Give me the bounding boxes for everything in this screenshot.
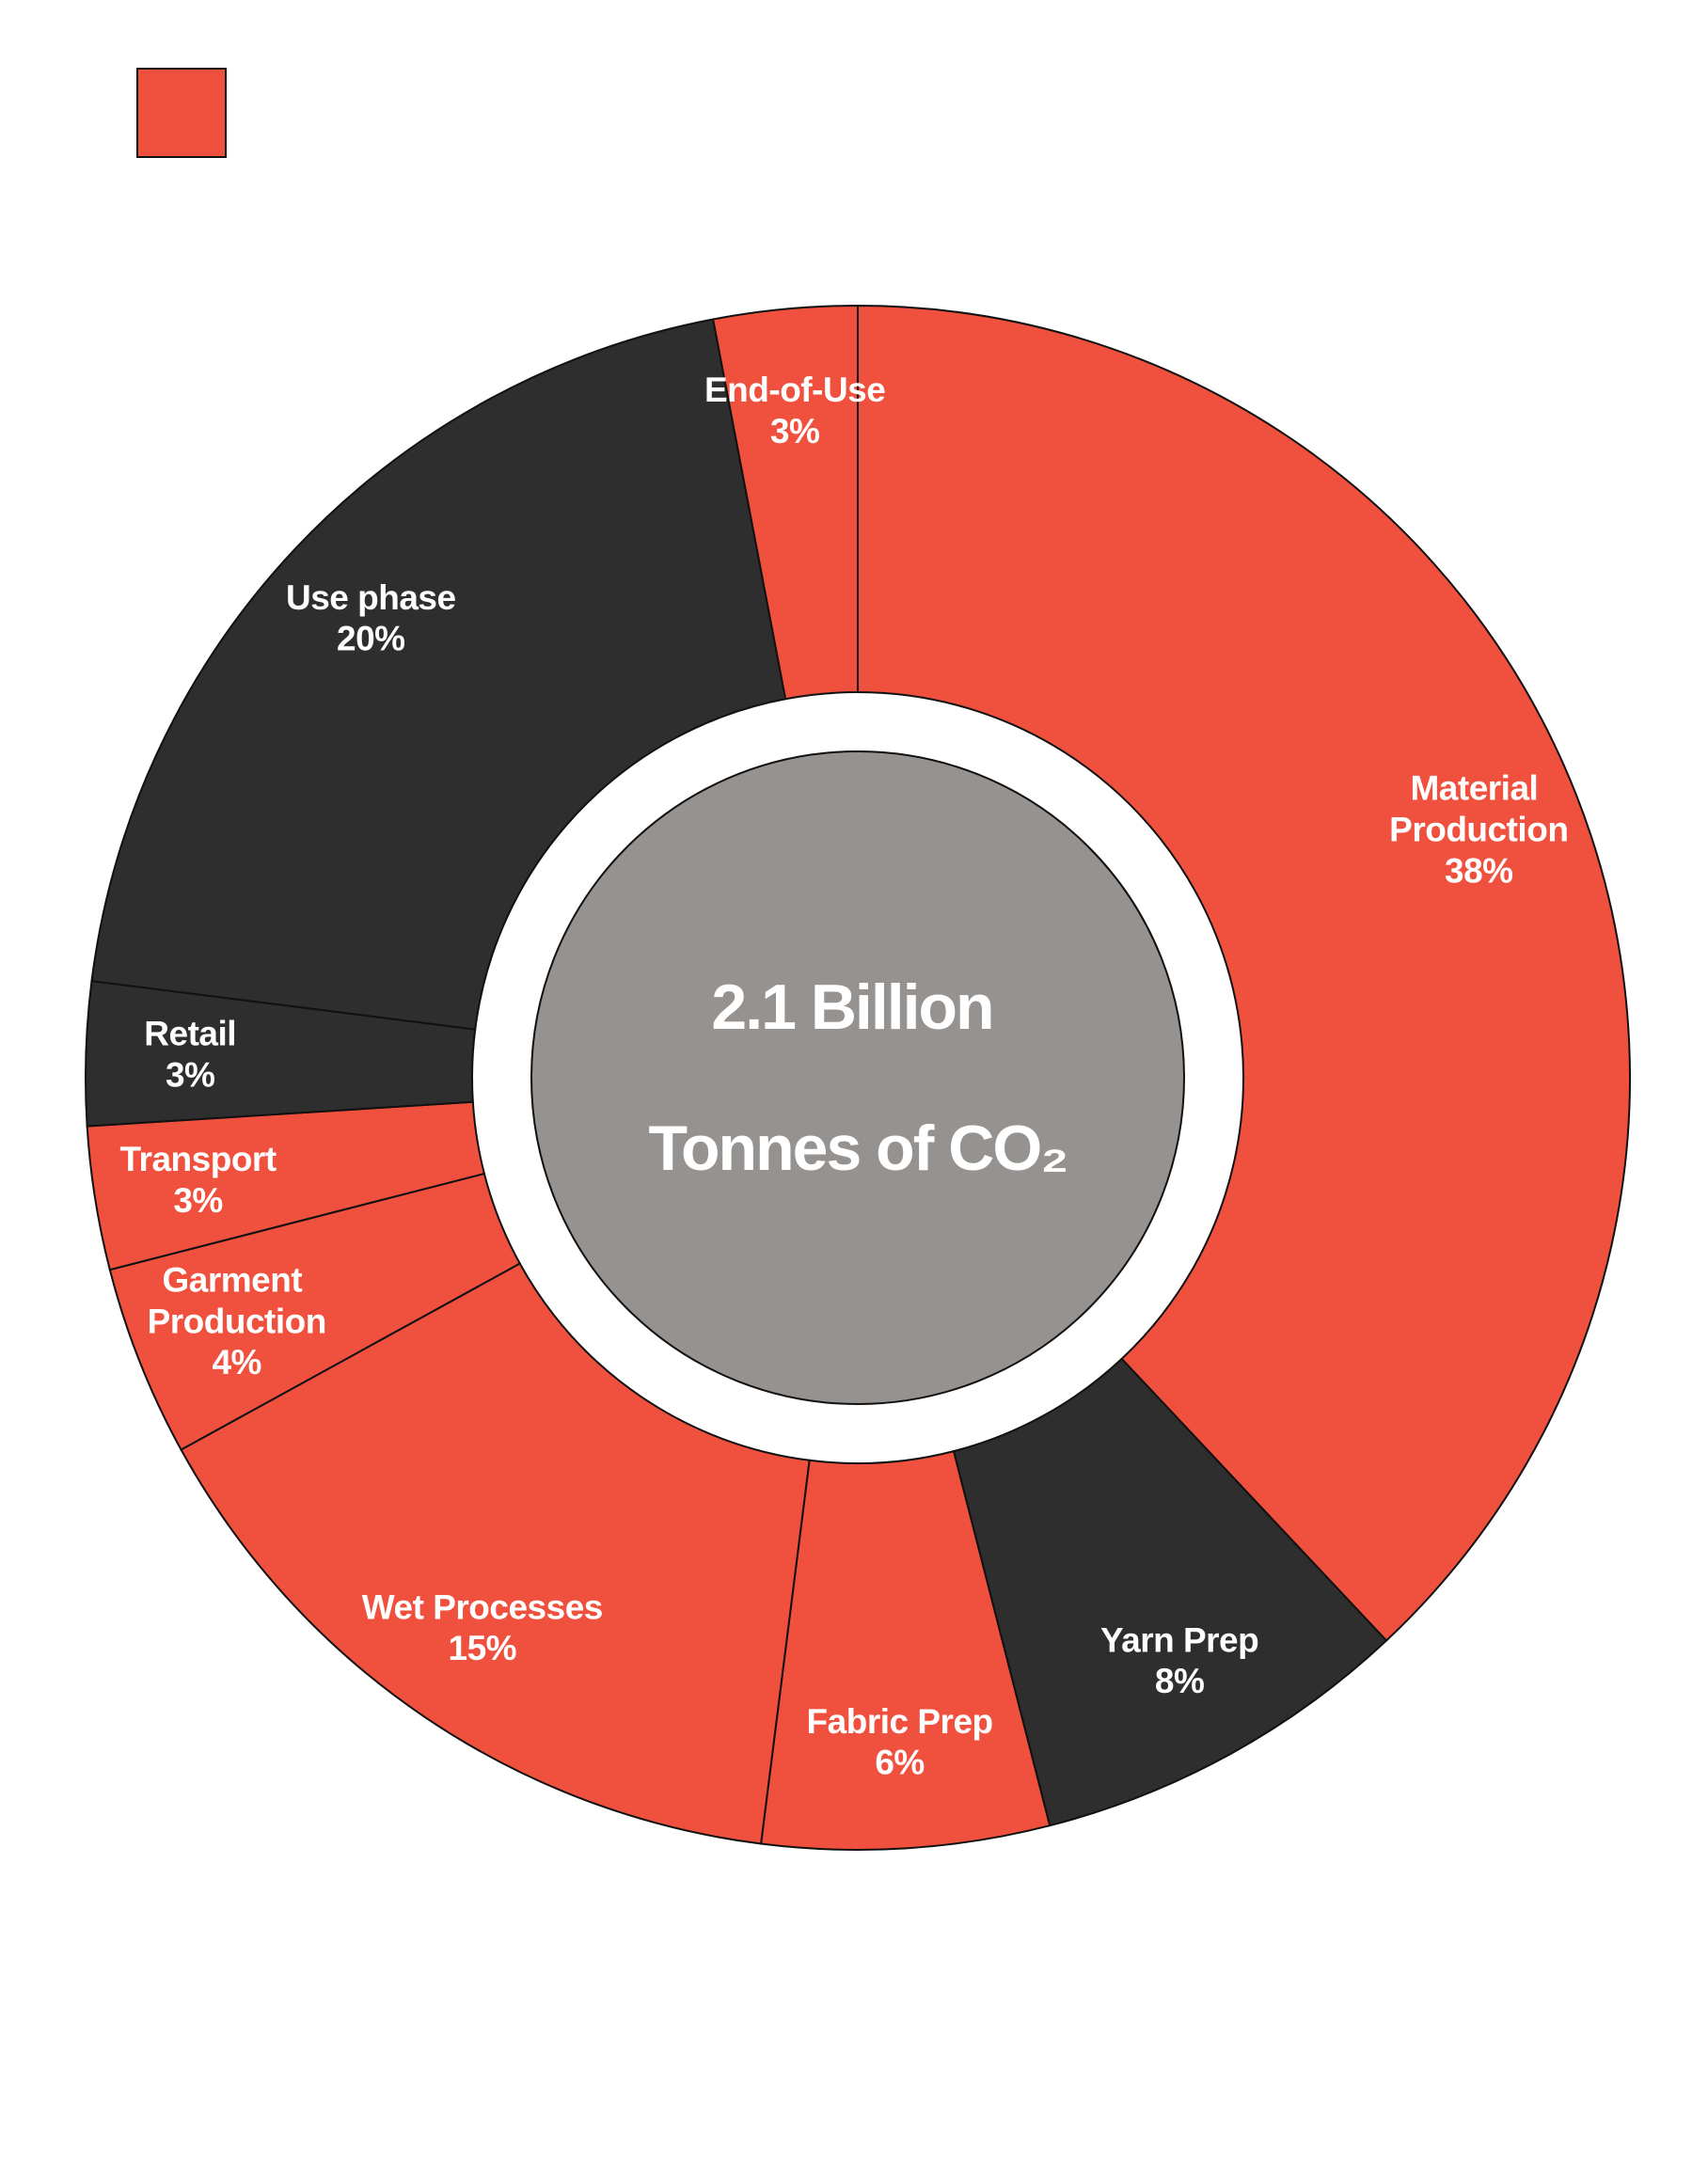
slice-label: End-of-Use — [704, 371, 885, 409]
slice-value-label: 4% — [212, 1343, 261, 1382]
slice-label: Transport — [120, 1140, 277, 1178]
slice-label: Wet Processes — [362, 1587, 603, 1626]
slice-value-label: 38% — [1445, 851, 1513, 890]
donut-slice — [952, 1357, 1388, 1827]
slice-label: Garment Production — [148, 1260, 326, 1340]
slice-label: Retail — [144, 1014, 236, 1052]
legend-swatch — [136, 68, 227, 158]
slice-label: Fabric Prep — [807, 1702, 993, 1741]
slice-value-label: 6% — [875, 1744, 924, 1782]
donut-slice — [180, 1262, 811, 1845]
donut-slice — [711, 304, 859, 701]
center-circle — [530, 750, 1185, 1405]
slice-label: Yarn Prep — [1100, 1620, 1258, 1659]
donut-slice — [857, 304, 1631, 1642]
center-text: 2.1 Billion — [711, 971, 992, 1043]
donut-slice — [90, 318, 787, 1031]
slice-value-label: 3% — [173, 1181, 222, 1220]
slice-value-label: 3% — [770, 412, 819, 450]
slice-value-label: 15% — [449, 1629, 517, 1667]
slice-label: Use phase — [286, 578, 456, 617]
center-text: Tonnes of CO₂ — [649, 1113, 1068, 1184]
slice-value-label: 20% — [337, 620, 405, 658]
slice-value-label: 8% — [1155, 1662, 1204, 1700]
slice-label: Material Production — [1389, 768, 1568, 848]
slice-value-label: 3% — [166, 1055, 214, 1094]
